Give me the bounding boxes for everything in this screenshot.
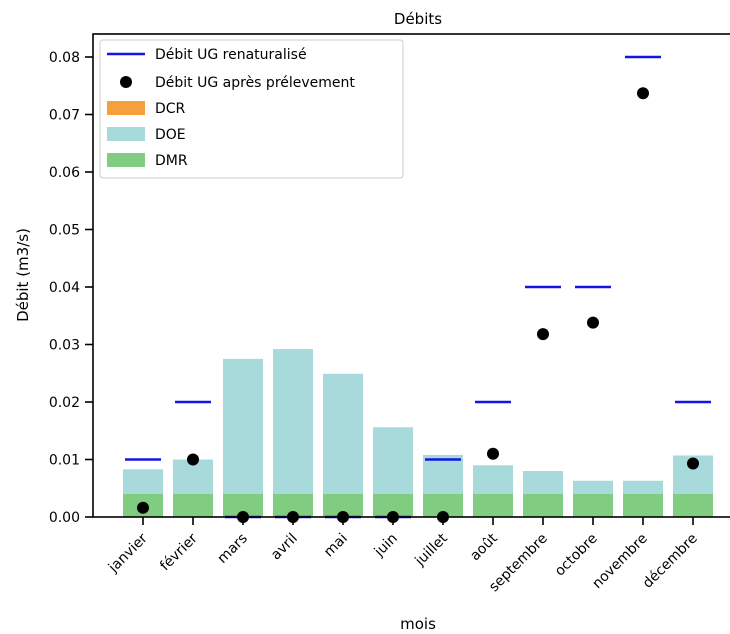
x-tick-label: avril bbox=[268, 531, 301, 564]
y-tick-label: 0.01 bbox=[49, 453, 80, 469]
legend: Débit UG renaturalisé Débit UG après pré… bbox=[99, 39, 404, 179]
y-tick-label: 0.02 bbox=[49, 395, 80, 411]
prelevement-point bbox=[137, 501, 149, 514]
y-tick-label: 0.03 bbox=[49, 338, 80, 354]
doe-bar bbox=[223, 358, 263, 517]
prelevement-point bbox=[187, 453, 199, 466]
legend-label-prelevement: Débit UG après prélevement bbox=[155, 75, 355, 91]
legend-label-renaturalise: Débit UG renaturalisé bbox=[155, 47, 307, 63]
legend-label-dcr: DCR bbox=[155, 101, 186, 117]
y-axis-label: Débit (m3/s) bbox=[14, 228, 32, 322]
doe-bar bbox=[323, 373, 363, 517]
x-tick-label: décembre bbox=[640, 531, 701, 592]
chart-title: Débits bbox=[394, 10, 442, 28]
dmr-bar bbox=[573, 494, 613, 517]
dmr-bar bbox=[173, 494, 213, 517]
prelevement-point bbox=[487, 447, 499, 460]
prelevement-point bbox=[587, 316, 599, 329]
legend-swatch-dmr bbox=[107, 153, 145, 167]
prelevement-point bbox=[537, 328, 549, 341]
x-tick-label: mai bbox=[321, 531, 351, 561]
y-tick-label: 0.00 bbox=[49, 510, 80, 526]
x-tick-label: juin bbox=[371, 531, 401, 561]
x-tick-label: mars bbox=[215, 531, 251, 567]
dmr-bar bbox=[673, 494, 713, 517]
x-tick-label: janvier bbox=[105, 530, 151, 576]
x-tick-label: octobre bbox=[552, 531, 601, 580]
x-tick-label: août bbox=[467, 530, 501, 564]
legend-label-doe: DOE bbox=[155, 127, 186, 143]
y-tick-label: 0.05 bbox=[49, 223, 80, 239]
prelevement-point bbox=[687, 457, 699, 470]
legend-swatch-dcr bbox=[107, 101, 145, 115]
dmr-bar bbox=[373, 494, 413, 517]
doe-bars bbox=[123, 349, 713, 517]
dmr-bars bbox=[123, 494, 713, 517]
x-axis-ticks: janvier février mars avril mai juin juillet aoû… bbox=[105, 517, 701, 595]
dmr-bar bbox=[623, 494, 663, 517]
y-axis-ticks: 0.00 0.01 0.02 0.03 0.04 0.05 0.06 0.07 0.08 bbox=[49, 50, 93, 526]
y-tick-label: 0.08 bbox=[49, 50, 80, 66]
prelevement-point bbox=[637, 87, 649, 100]
y-tick-label: 0.06 bbox=[49, 165, 80, 181]
dmr-bar bbox=[323, 494, 363, 517]
dmr-bar bbox=[523, 494, 563, 517]
dmr-bar bbox=[273, 494, 313, 517]
plot-frame bbox=[92, 33, 730, 518]
dmr-bar bbox=[423, 494, 463, 517]
dmr-bar bbox=[473, 494, 513, 517]
x-axis-label: mois bbox=[400, 615, 436, 633]
y-tick-label: 0.07 bbox=[49, 108, 80, 124]
doe-bar bbox=[273, 349, 313, 517]
legend-box bbox=[99, 39, 404, 179]
legend-label-dmr: DMR bbox=[155, 153, 188, 169]
y-tick-label: 0.04 bbox=[49, 280, 80, 296]
legend-swatch-prelevement bbox=[120, 76, 132, 88]
dmr-bar bbox=[223, 494, 263, 517]
x-tick-label: février bbox=[157, 530, 201, 574]
legend-swatch-doe bbox=[107, 127, 145, 141]
x-tick-label: juillet bbox=[412, 530, 452, 570]
